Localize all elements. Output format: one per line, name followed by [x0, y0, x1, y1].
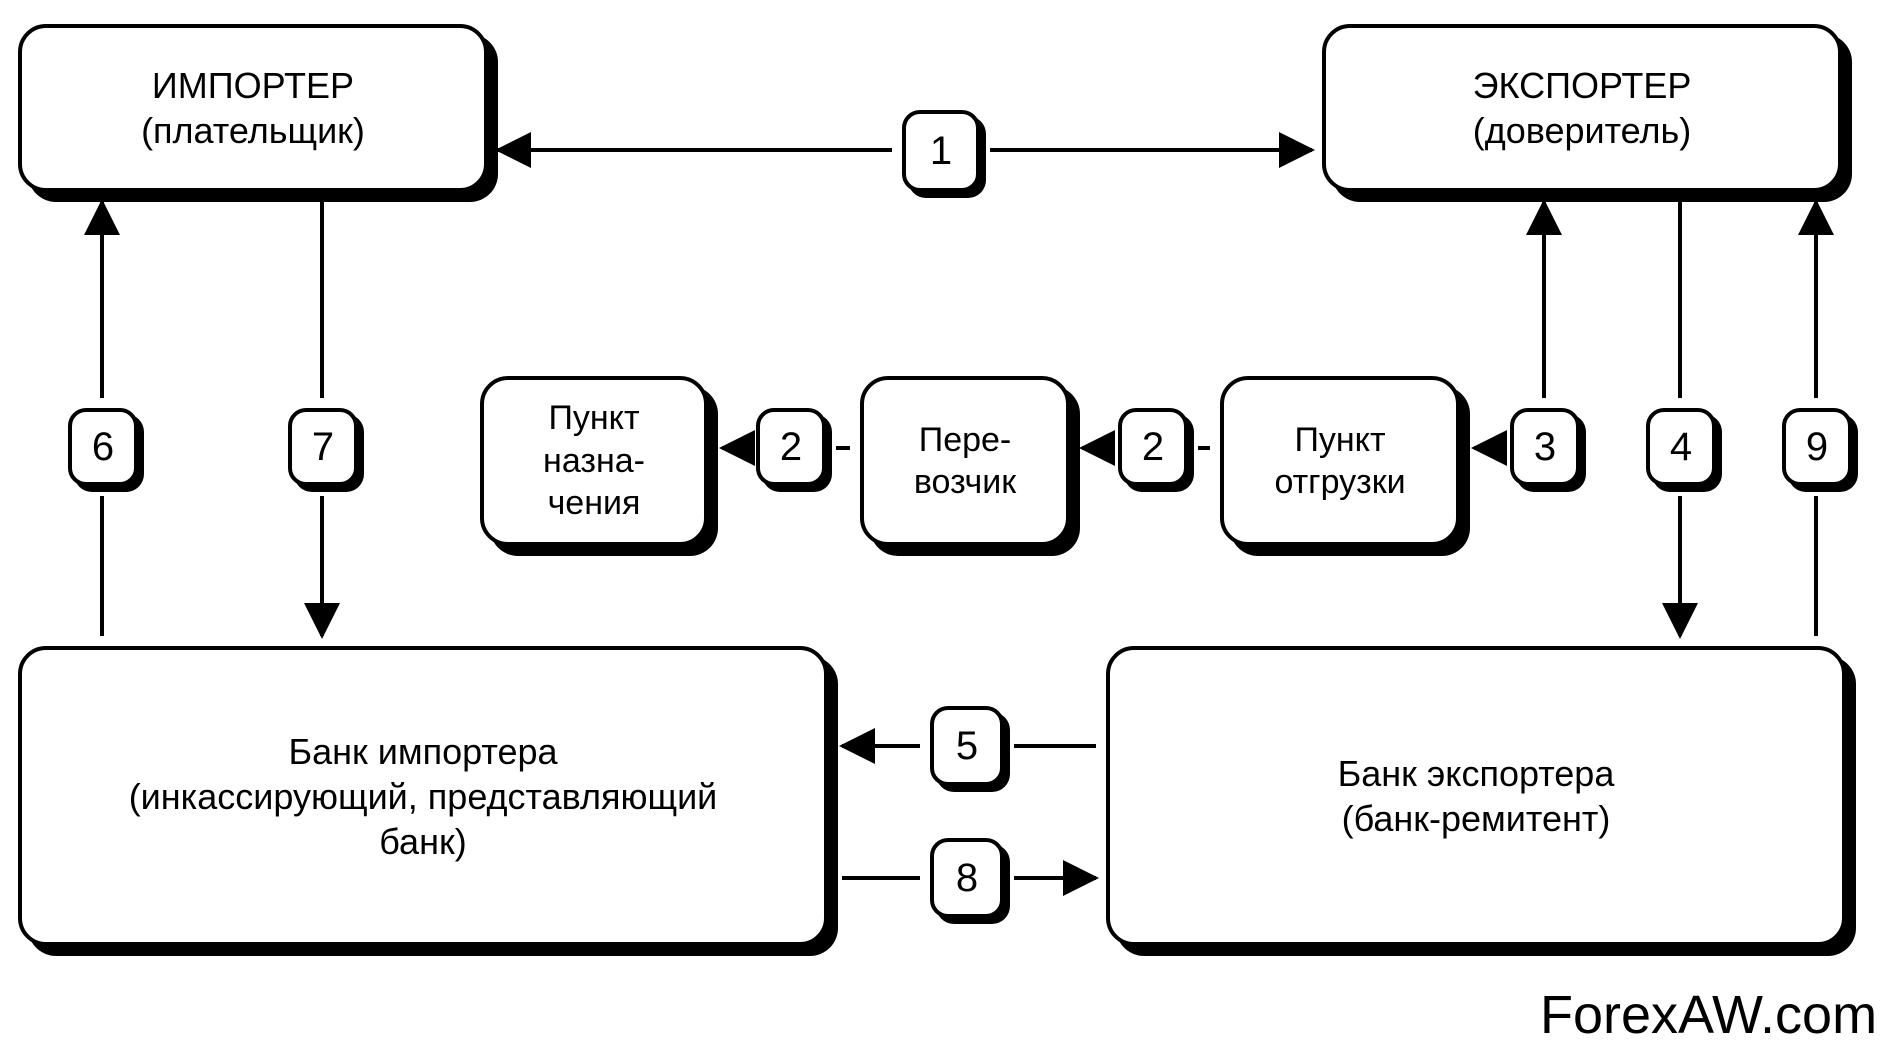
edge-label-4: 4 — [1646, 408, 1716, 486]
diagram-canvas: ИМПОРТЕР (плательщик) ЭКСПОРТЕР (доверит… — [0, 0, 1902, 1063]
node-exporter: ЭКСПОРТЕР (доверитель) — [1322, 24, 1842, 192]
edge-label-5: 5 — [930, 706, 1004, 786]
edge-label-6: 6 — [68, 408, 138, 486]
node-destination-line1: Пункт — [543, 397, 645, 440]
node-importer-bank-line3: банк) — [129, 819, 718, 864]
edge-label-1: 1 — [902, 110, 980, 192]
node-importer-line2: (плательщик) — [141, 108, 365, 153]
node-carrier-line1: Пере- — [914, 419, 1016, 462]
node-exporter-bank-line2: (банк-ремитент) — [1338, 796, 1615, 841]
node-destination: Пункт назна- чения — [480, 376, 708, 546]
edge-label-2b: 2 — [1118, 408, 1188, 486]
node-exporter-bank: Банк экспортера (банк-ремитент) — [1106, 646, 1846, 946]
edge-label-7: 7 — [288, 408, 358, 486]
node-shipment: Пункт отгрузки — [1220, 376, 1460, 546]
edge-label-9: 9 — [1782, 408, 1852, 486]
node-importer-bank-line1: Банк импортера — [129, 729, 718, 774]
node-exporter-line1: ЭКСПОРТЕР — [1473, 63, 1692, 108]
node-importer-bank: Банк импортера (инкассирующий, представл… — [18, 646, 828, 946]
node-destination-line3: чения — [543, 482, 645, 525]
node-exporter-line2: (доверитель) — [1473, 108, 1692, 153]
node-importer: ИМПОРТЕР (плательщик) — [18, 24, 488, 192]
node-exporter-bank-line1: Банк экспортера — [1338, 751, 1615, 796]
node-shipment-line1: Пункт — [1274, 419, 1405, 462]
edge-label-2a: 2 — [756, 408, 826, 486]
node-destination-line2: назна- — [543, 440, 645, 483]
edge-label-3: 3 — [1510, 408, 1580, 486]
node-shipment-line2: отгрузки — [1274, 461, 1405, 504]
edge-label-8: 8 — [930, 838, 1004, 918]
node-carrier: Пере- возчик — [860, 376, 1070, 546]
node-importer-bank-line2: (инкассирующий, представляющий — [129, 774, 718, 819]
node-carrier-line2: возчик — [914, 461, 1016, 504]
watermark: ForexAW.com — [1540, 984, 1877, 1046]
node-importer-line1: ИМПОРТЕР — [141, 63, 365, 108]
